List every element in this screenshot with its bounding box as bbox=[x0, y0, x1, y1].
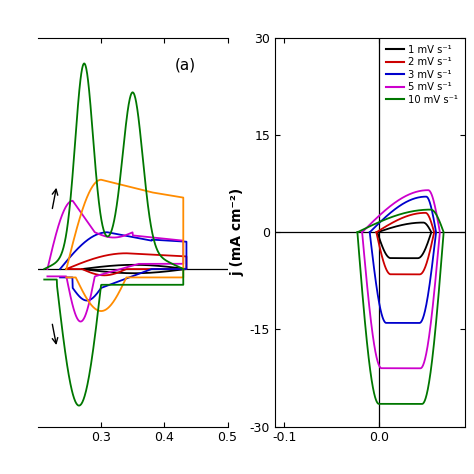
Legend: 1 mV s⁻¹, 2 mV s⁻¹, 3 mV s⁻¹, 5 mV s⁻¹, 10 mV s⁻¹: 1 mV s⁻¹, 2 mV s⁻¹, 3 mV s⁻¹, 5 mV s⁻¹, … bbox=[383, 43, 459, 107]
Text: (a): (a) bbox=[174, 57, 196, 72]
Text: j (mA cm⁻²): j (mA cm⁻²) bbox=[230, 188, 244, 276]
